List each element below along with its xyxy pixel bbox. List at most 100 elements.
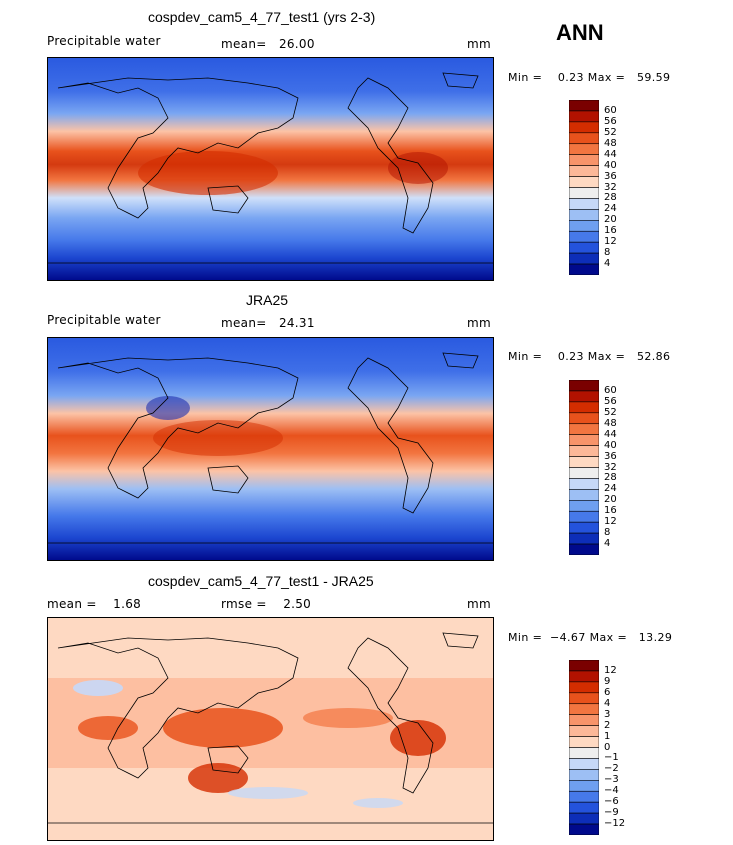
colorbar-tick-label: 20 [604,494,617,506]
panel-1-units: mm [467,37,491,51]
colorbar-tick-label: −6 [604,796,619,808]
colorbar-swatch [569,445,599,457]
colorbar-swatch [569,660,599,672]
panel-1-mean-value: 26.00 [278,37,315,51]
colorbar-tick-label: 16 [604,225,617,237]
colorbar-tick-label: 12 [604,236,617,248]
colorbar-swatch [569,198,599,210]
colorbar-tick-label: 32 [604,181,617,193]
panel-1-mean-label: mean= 26.00 [221,37,315,51]
panel-3-rmse-label: rmse = 2.50 [221,597,312,611]
colorbar-tick-label: 6 [604,686,611,698]
colorbar-tick-label: 60 [604,104,617,116]
panel-2-units: mm [467,316,491,330]
panel-2-colorbar-labels: 60 56 52 48 44 40 36 32 28 24 20 16 12 8 4 [604,380,634,555]
colorbar-swatch [569,412,599,425]
panel-2-colorbar [569,380,599,555]
colorbar-tick-label: 28 [604,192,617,204]
colorbar-tick-label: 4 [604,697,611,709]
colorbar-tick-label: 3 [604,708,611,720]
colorbar-tick-label: 28 [604,472,617,484]
colorbar-swatch [569,521,599,534]
colorbar-swatch [569,390,599,403]
colorbar-tick-label: −4 [604,785,619,797]
panel-2-variable-label: Precipitable water [47,313,161,327]
colorbar-swatch [569,769,599,781]
colorbar-swatch [569,510,599,523]
colorbar-swatch [569,532,599,545]
colorbar-swatch [569,467,599,479]
colorbar-swatch [569,209,599,221]
panel-1-coastlines [48,72,493,264]
colorbar-swatch [569,758,599,770]
colorbar-tick-label: 44 [604,148,617,160]
colorbar-swatch [569,100,599,112]
panel-2-mean-value: 24.31 [278,316,315,330]
colorbar-swatch [569,812,599,825]
panel-2-minmax: Min = 0.23 Max = 52.86 [508,350,671,363]
colorbar-swatch [569,220,599,232]
panel-2-title: JRA25 [246,292,289,308]
colorbar-swatch [569,725,599,737]
colorbar-swatch [569,176,599,188]
colorbar-swatch [569,143,599,155]
colorbar-tick-label: 0 [604,741,611,753]
colorbar-tick-label: 32 [604,461,617,473]
panel-3-mean-value: 1.68 [113,597,142,611]
colorbar-tick-label: 40 [604,159,617,171]
colorbar-tick-label: 2 [604,719,611,731]
colorbar-tick-label: 40 [604,439,617,451]
panel-3-mean-label: mean = 1.68 [47,597,142,611]
colorbar-tick-label: 4 [604,538,611,550]
panel-2-map [47,337,494,561]
colorbar-swatch [569,456,599,468]
panel-2-mean-label: mean= 24.31 [221,316,315,330]
colorbar-tick-label: 36 [604,450,617,462]
colorbar-tick-label: −3 [604,774,619,786]
colorbar-swatch [569,401,599,414]
colorbar-tick-label: 16 [604,505,617,517]
colorbar-tick-label: 52 [604,406,617,418]
colorbar-tick-label: −12 [604,818,626,830]
colorbar-tick-label: 12 [604,664,617,676]
colorbar-swatch [569,121,599,134]
colorbar-swatch [569,154,599,166]
panel-3-map [47,617,494,841]
colorbar-swatch [569,747,599,759]
colorbar-tick-label: 24 [604,483,617,495]
colorbar-swatch [569,132,599,145]
colorbar-tick-label: 12 [604,516,617,528]
colorbar-tick-label: 20 [604,214,617,226]
colorbar-swatch [569,736,599,748]
panel-1-map [47,57,494,281]
panel-1-variable-label: Precipitable water [47,34,161,48]
colorbar-swatch [569,681,599,694]
colorbar-tick-label: −1 [604,752,619,764]
colorbar-tick-label: 56 [604,115,617,127]
panel-3-colorbar-labels: 12 9 6 4 3 2 1 0 −1 −2 −3 −4 −6 −9 −12 [604,660,634,835]
colorbar-tick-label: 1 [604,730,611,742]
colorbar-swatch [569,790,599,803]
colorbar-tick-label: 8 [604,247,611,259]
colorbar-swatch [569,478,599,490]
colorbar-swatch [569,543,599,555]
colorbar-swatch [569,110,599,123]
colorbar-tick-label: 44 [604,428,617,440]
panel-1-title: cospdev_cam5_4_77_test1 (yrs 2-3) [148,9,376,25]
colorbar-tick-label: −2 [604,763,619,775]
panel-3-units: mm [467,597,491,611]
panel-3-rmse-value: 2.50 [283,597,312,611]
panel-3-minmax: Min = −4.67 Max = 13.29 [508,631,673,644]
colorbar-swatch [569,823,599,835]
panel-1-colorbar-labels: 60 56 52 48 44 40 36 32 28 24 20 16 12 8 4 [604,100,634,275]
colorbar-swatch [569,692,599,705]
panel-3-coastlines [48,632,493,824]
colorbar-swatch [569,703,599,715]
colorbar-swatch [569,423,599,435]
colorbar-tick-label: 52 [604,126,617,138]
panel-2-coastlines [48,352,493,544]
colorbar-tick-label: 4 [604,258,611,270]
colorbar-swatch [569,489,599,501]
colorbar-swatch [569,500,599,512]
colorbar-tick-label: 48 [604,417,617,429]
